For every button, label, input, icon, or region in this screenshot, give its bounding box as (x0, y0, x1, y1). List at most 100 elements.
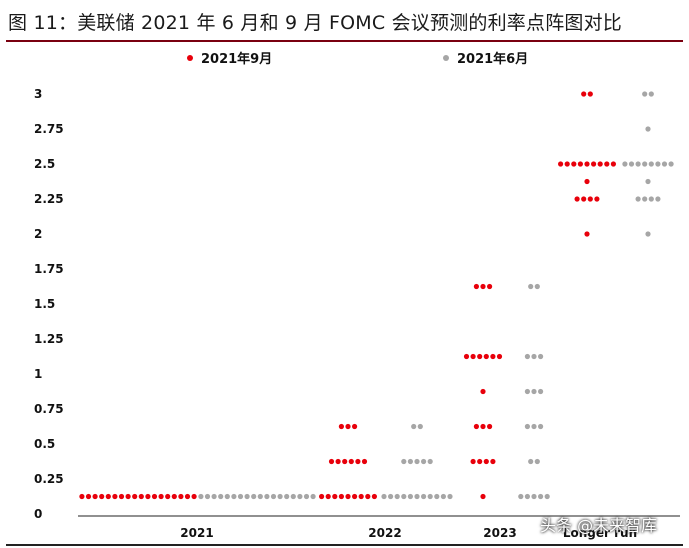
dot (635, 196, 641, 202)
dot (371, 493, 377, 500)
dot (587, 91, 593, 97)
legend-label-1: 2021年6月 (457, 51, 528, 67)
x-category-label: 2023 (483, 526, 516, 540)
y-tick-label: 0.75 (34, 402, 64, 416)
y-tick-label: 1 (34, 367, 42, 381)
dot (591, 161, 597, 167)
dot (473, 283, 479, 290)
y-tick-label: 0.25 (34, 472, 64, 486)
dot (661, 161, 668, 167)
dot (310, 493, 316, 500)
legend-marker-0 (187, 55, 193, 61)
dot (496, 353, 503, 360)
dot (342, 458, 348, 465)
dot (531, 423, 537, 430)
x-category-label: 2022 (368, 526, 401, 540)
dot (284, 493, 290, 500)
dot (487, 423, 493, 430)
dot (534, 283, 540, 290)
dot (610, 161, 617, 167)
dot (480, 493, 486, 500)
dot (487, 283, 493, 290)
dot (257, 493, 263, 500)
dot (427, 458, 433, 465)
dot (524, 353, 531, 360)
dot (244, 493, 250, 500)
dot (388, 493, 394, 500)
dot (642, 91, 648, 97)
dot (132, 493, 138, 500)
y-tick-label: 1.75 (34, 262, 64, 276)
dot (480, 283, 486, 290)
dot (99, 493, 105, 500)
dot (151, 493, 158, 500)
dot (483, 353, 489, 360)
dot (648, 196, 654, 202)
legend: 2021年9月 2021年6月 (187, 51, 528, 67)
dot (440, 493, 446, 500)
dot (145, 493, 151, 500)
dot (92, 493, 98, 500)
y-tick-label: 1.25 (34, 332, 64, 346)
dot (655, 196, 661, 202)
dot (361, 458, 368, 465)
dot (648, 91, 654, 97)
dot (538, 388, 544, 395)
dot (158, 493, 164, 500)
dot (470, 458, 476, 465)
dot (668, 161, 674, 167)
dot (328, 458, 335, 465)
y-tick-label: 0.5 (34, 437, 55, 451)
dot (581, 196, 587, 202)
dot (434, 493, 440, 500)
dot (587, 196, 593, 202)
y-axis-tick-labels: 0 0.25 0.5 0.75 1 1.25 1.5 1.75 2 2.25 2.5 2.75 3 (34, 87, 64, 521)
dot (531, 388, 537, 395)
y-tick-label: 1.5 (34, 297, 55, 311)
dot (574, 196, 580, 202)
dot (348, 458, 354, 465)
dot (165, 493, 171, 500)
dot (538, 493, 544, 500)
dot (85, 493, 92, 500)
dot (332, 493, 338, 500)
dot (421, 493, 427, 500)
dot (648, 161, 654, 167)
dot (112, 493, 118, 500)
figure-title: 图 11：美联储 2021 年 6 月和 9 月 FOMC 会议预测的利率点阵图… (8, 12, 623, 34)
dot (352, 423, 358, 430)
dot (297, 493, 303, 500)
dot (470, 353, 476, 360)
data-dots (79, 91, 674, 500)
dot (528, 458, 534, 465)
dot (118, 493, 125, 500)
dot (528, 283, 534, 290)
dot (538, 353, 544, 360)
dot (421, 458, 427, 465)
dot (571, 161, 577, 167)
dot (231, 493, 237, 500)
dot (319, 493, 325, 500)
y-tick-label: 3 (34, 87, 42, 101)
dot (577, 161, 584, 167)
dot (184, 493, 191, 500)
dot (584, 161, 590, 167)
dot (477, 458, 483, 465)
dot (335, 458, 341, 465)
x-category-label: Longer run (563, 526, 637, 540)
dot (531, 353, 537, 360)
dot (518, 493, 524, 500)
y-tick-label: 2.75 (34, 122, 64, 136)
dot (218, 493, 224, 500)
dot (480, 388, 486, 395)
dot (270, 493, 277, 500)
dot (407, 458, 413, 465)
dot (358, 493, 364, 500)
dot (345, 493, 351, 500)
dot (544, 493, 550, 500)
dot (138, 493, 144, 500)
dot (365, 493, 371, 500)
dot (427, 493, 433, 500)
dot (534, 458, 540, 465)
